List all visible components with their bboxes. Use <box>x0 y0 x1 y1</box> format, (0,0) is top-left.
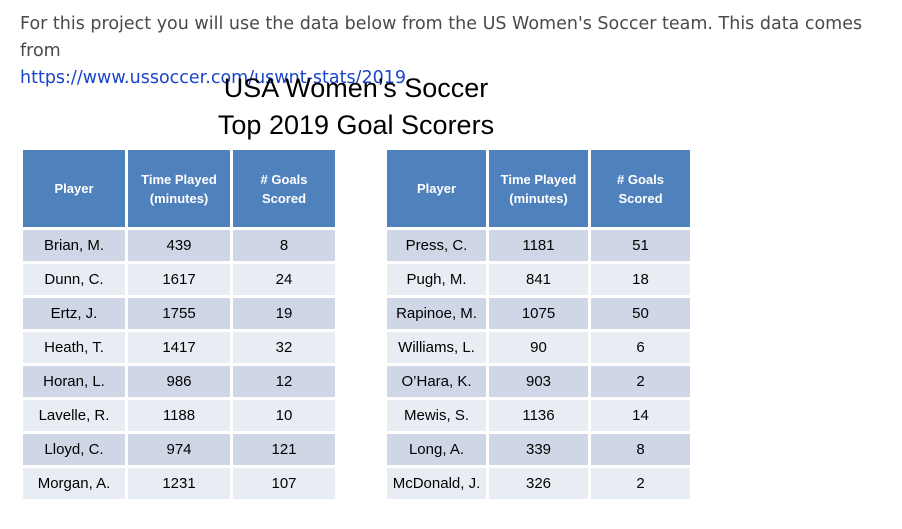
table-row: Heath, T. 1417 32 <box>20 329 338 366</box>
table-row: Lloyd, C. 974 121 <box>20 431 338 468</box>
player-cell: Brian, M. <box>20 227 128 264</box>
player-cell: Heath, T. <box>20 329 128 366</box>
goals-cell: 2 <box>588 363 693 400</box>
player-cell: Rapinoe, M. <box>384 295 489 332</box>
table-row: O’Hara, K. 903 2 <box>384 363 693 400</box>
header-player: Player <box>20 147 128 230</box>
goals-cell: 19 <box>230 295 338 332</box>
goals-cell: 32 <box>230 329 338 366</box>
time-played-cell: 1231 <box>125 465 233 502</box>
time-played-cell: 439 <box>125 227 233 264</box>
time-played-cell: 1755 <box>125 295 233 332</box>
table-row: Williams, L. 90 6 <box>384 329 693 366</box>
goal-scorers-table-left: Player Time Played (minutes) # Goals Sco… <box>20 147 338 502</box>
goals-cell: 10 <box>230 397 338 434</box>
header-time-played: Time Played (minutes) <box>486 147 591 230</box>
time-played-cell: 90 <box>486 329 591 366</box>
table-body-left: Brian, M. 439 8 Dunn, C. 1617 24 Ertz, J. 1755 1… <box>20 227 338 502</box>
time-played-cell: 1136 <box>486 397 591 434</box>
player-cell: McDonald, J. <box>384 465 489 502</box>
goals-cell: 121 <box>230 431 338 468</box>
goals-cell: 107 <box>230 465 338 502</box>
goals-cell: 18 <box>588 261 693 298</box>
goals-cell: 6 <box>588 329 693 366</box>
goals-cell: 8 <box>230 227 338 264</box>
goals-cell: 51 <box>588 227 693 264</box>
goals-cell: 14 <box>588 397 693 434</box>
time-played-cell: 974 <box>125 431 233 468</box>
player-cell: Lavelle, R. <box>20 397 128 434</box>
player-cell: Press, C. <box>384 227 489 264</box>
table-row: Long, A. 339 8 <box>384 431 693 468</box>
player-cell: Ertz, J. <box>20 295 128 332</box>
title-line-2: Top 2019 Goal Scorers <box>217 110 495 140</box>
header-goals-scored: # Goals Scored <box>230 147 338 230</box>
player-cell: Mewis, S. <box>384 397 489 434</box>
table-row: Pugh, M. 841 18 <box>384 261 693 298</box>
table-row: Rapinoe, M. 1075 50 <box>384 295 693 332</box>
source-link[interactable]: https://www.ussoccer.com/uswnt-stats/201… <box>20 68 406 88</box>
goals-cell: 2 <box>588 465 693 502</box>
table-row: Mewis, S. 1136 14 <box>384 397 693 434</box>
intro-text: For this project you will use the data b… <box>20 14 863 61</box>
table-header-row: Player Time Played (minutes) # Goals Sco… <box>20 147 338 230</box>
table-row: Ertz, J. 1755 19 <box>20 295 338 332</box>
table-header-row: Player Time Played (minutes) # Goals Sco… <box>384 147 693 230</box>
player-cell: Pugh, M. <box>384 261 489 298</box>
intro-paragraph: For this project you will use the data b… <box>20 11 890 92</box>
table-body-right: Press, C. 1181 51 Pugh, M. 841 18 Rapinoe, M. 1… <box>384 227 693 502</box>
page-title: USA Women’s Soccer Top 2019 Goal Scorers <box>160 70 552 144</box>
table-row: Morgan, A. 1231 107 <box>20 465 338 502</box>
player-cell: O’Hara, K. <box>384 363 489 400</box>
header-time-played: Time Played (minutes) <box>125 147 233 230</box>
goals-cell: 24 <box>230 261 338 298</box>
time-played-cell: 1617 <box>125 261 233 298</box>
table-row: Brian, M. 439 8 <box>20 227 338 264</box>
time-played-cell: 903 <box>486 363 591 400</box>
time-played-cell: 339 <box>486 431 591 468</box>
time-played-cell: 1188 <box>125 397 233 434</box>
player-cell: Williams, L. <box>384 329 489 366</box>
time-played-cell: 1075 <box>486 295 591 332</box>
time-played-cell: 986 <box>125 363 233 400</box>
table-row: McDonald, J. 326 2 <box>384 465 693 502</box>
goals-cell: 50 <box>588 295 693 332</box>
player-cell: Lloyd, C. <box>20 431 128 468</box>
header-player: Player <box>384 147 489 230</box>
time-played-cell: 1417 <box>125 329 233 366</box>
player-cell: Morgan, A. <box>20 465 128 502</box>
table-row: Press, C. 1181 51 <box>384 227 693 264</box>
table-row: Dunn, C. 1617 24 <box>20 261 338 298</box>
table-row: Lavelle, R. 1188 10 <box>20 397 338 434</box>
player-cell: Horan, L. <box>20 363 128 400</box>
table-row: Horan, L. 986 12 <box>20 363 338 400</box>
goals-cell: 8 <box>588 431 693 468</box>
time-played-cell: 326 <box>486 465 591 502</box>
player-cell: Dunn, C. <box>20 261 128 298</box>
goals-cell: 12 <box>230 363 338 400</box>
time-played-cell: 841 <box>486 261 591 298</box>
time-played-cell: 1181 <box>486 227 591 264</box>
header-goals-scored: # Goals Scored <box>588 147 693 230</box>
title-line-1: USA Women’s Soccer <box>223 73 489 103</box>
goal-scorers-table-right: Player Time Played (minutes) # Goals Sco… <box>384 147 693 502</box>
player-cell: Long, A. <box>384 431 489 468</box>
